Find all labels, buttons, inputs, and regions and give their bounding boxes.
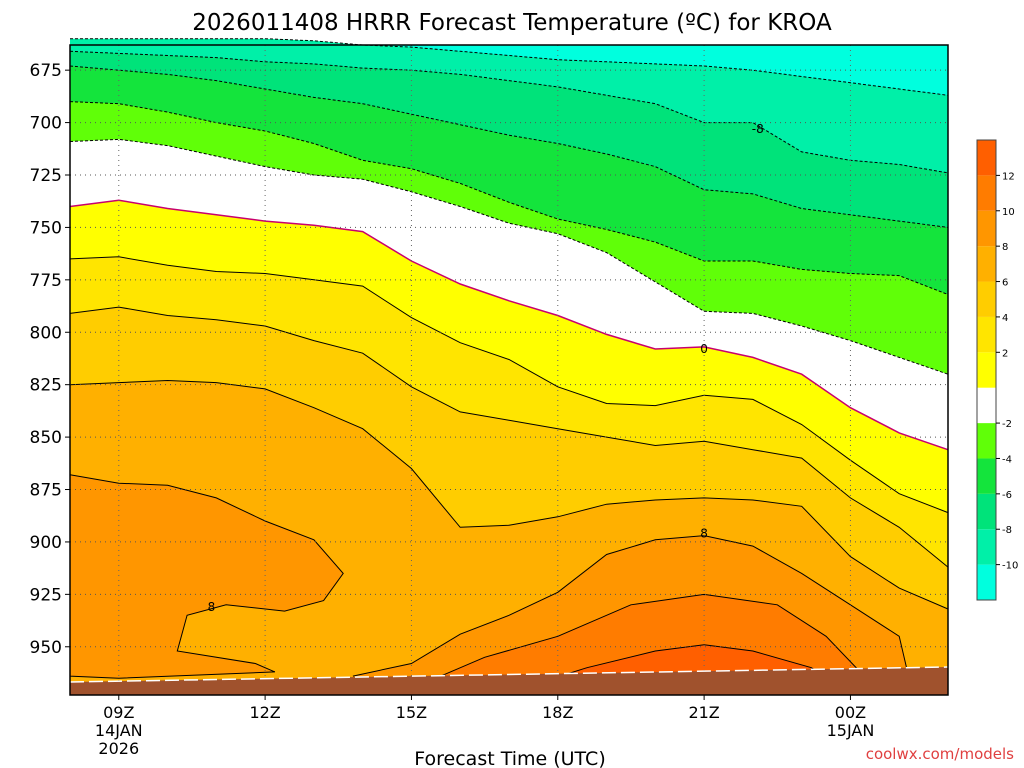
- plot-frame: [69, 44, 949, 696]
- colorbar-label: 8: [1002, 242, 1008, 253]
- isotherm-4: [69, 306, 949, 568]
- colorbar-frame: [976, 139, 997, 601]
- y-tick-label: 850: [30, 428, 62, 448]
- colorbar-swatch: [977, 281, 996, 317]
- colorbar-swatch: [977, 387, 996, 424]
- cell-8-10-morning: [70, 474, 344, 679]
- y-tick-label: 825: [30, 376, 62, 396]
- colorbar-label: 6: [1002, 278, 1008, 289]
- x-tick-label: 14JAN: [95, 721, 143, 740]
- colorbar-swatch: [977, 493, 996, 530]
- colorbar: -10 -8 -6 -4 -2 2 4 6 8 10 12: [976, 139, 1018, 601]
- colorbar-swatch: [977, 175, 996, 211]
- isotherm-minus10: [70, 38, 949, 96]
- contour-label: 8: [208, 600, 216, 614]
- contour-label: 8: [700, 527, 708, 541]
- colorbar-label: 4: [1002, 313, 1008, 324]
- colorbar-label: -8: [1002, 525, 1012, 536]
- isotherm-minus6: [69, 65, 949, 228]
- colorbar-label: -4: [1002, 454, 1012, 465]
- y-tick-label: 875: [30, 481, 62, 501]
- colorbar-swatch: [977, 246, 996, 282]
- colorbar-label: 2: [1002, 348, 1008, 359]
- y-tick-label: 925: [30, 585, 62, 605]
- plot-area: -8 0 8 8: [69, 38, 949, 696]
- colorbar-label: 12: [1002, 171, 1015, 182]
- colorbar-swatch: [977, 564, 996, 600]
- colorbar-swatch: [977, 423, 996, 459]
- colorbar-swatch: [977, 140, 996, 176]
- isotherm-10: [435, 593, 862, 685]
- terrain: [70, 667, 948, 695]
- colorbar-label: -6: [1002, 490, 1012, 501]
- isotherm-minus4: [69, 101, 949, 295]
- x-tick-label: 09Z: [103, 703, 134, 722]
- x-tick-label: 15Z: [396, 703, 427, 722]
- colorbar-swatch: [977, 210, 996, 247]
- x-tick-label: 12Z: [249, 703, 280, 722]
- chart-title: 2026011408 HRRR Forecast Temperature (ºC…: [192, 10, 832, 36]
- colorbar-label: 10: [1002, 207, 1015, 218]
- y-tick-label: 900: [30, 533, 62, 553]
- isotherm-minus2: [69, 138, 949, 375]
- isotherm-6: [69, 379, 949, 610]
- y-axis: 675 700 725 750 775 800 825 850 875 900 925 950: [30, 61, 70, 658]
- x-tick-label: 21Z: [688, 703, 719, 722]
- colorbar-swatch: [977, 352, 996, 388]
- y-tick-label: 950: [30, 638, 62, 658]
- isotherm-8-morning: [69, 474, 344, 679]
- x-tick-label: 00Z: [835, 703, 866, 722]
- y-tick-label: 675: [30, 61, 62, 81]
- x-tick-label: 2026: [98, 739, 139, 758]
- y-tick-label: 775: [30, 271, 62, 291]
- colorbar-label: -2: [1002, 419, 1012, 430]
- grid: [70, 45, 948, 695]
- y-tick-label: 725: [30, 166, 62, 186]
- contour-label: -8: [752, 122, 764, 136]
- isotherm-0: [69, 199, 949, 451]
- y-tick-label: 750: [30, 218, 62, 238]
- colorbar-swatch: [977, 529, 996, 565]
- y-tick-label: 800: [30, 323, 62, 343]
- x-axis-label: Forecast Time (UTC): [414, 748, 605, 768]
- terrain-edge: [69, 666, 949, 683]
- x-tick-label: 15JAN: [827, 721, 875, 740]
- isotherm-2: [69, 256, 949, 514]
- isotherm-minus8: [69, 50, 949, 174]
- colorbar-label: -10: [1002, 561, 1018, 572]
- credit-text: coolwx.com/models: [866, 745, 1014, 763]
- colorbar-swatch: [977, 316, 996, 353]
- contour-label: 0: [700, 342, 708, 356]
- colorbar-swatch: [977, 458, 996, 494]
- y-tick-label: 700: [30, 114, 62, 134]
- x-tick-label: 18Z: [542, 703, 573, 722]
